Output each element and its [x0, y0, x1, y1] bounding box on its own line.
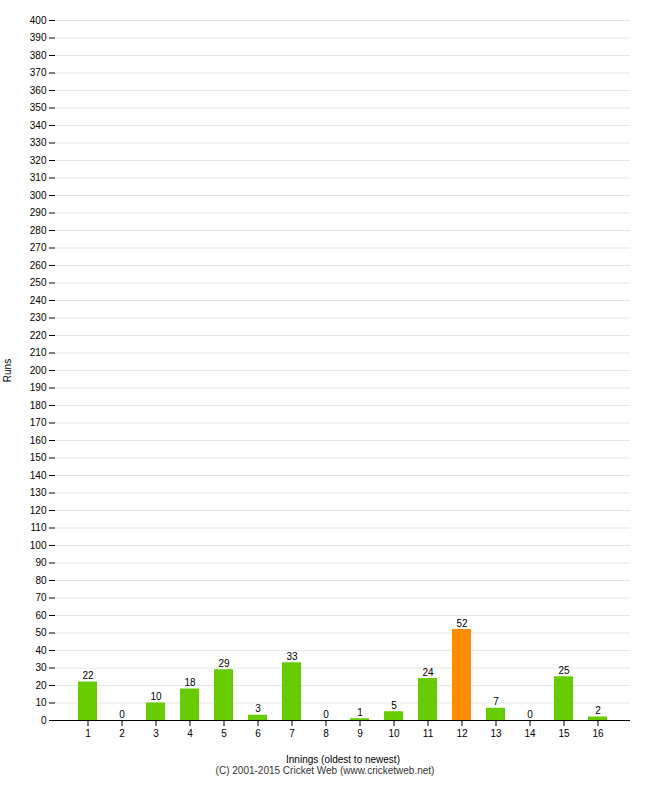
svg-text:8: 8 — [323, 728, 329, 739]
svg-text:150: 150 — [30, 452, 47, 463]
svg-text:130: 130 — [30, 487, 47, 498]
svg-text:170: 170 — [30, 417, 47, 428]
svg-text:380: 380 — [30, 50, 47, 61]
svg-text:20: 20 — [35, 680, 47, 691]
svg-text:9: 9 — [357, 728, 363, 739]
svg-text:11: 11 — [423, 728, 434, 739]
svg-text:Innings (oldest to newest): Innings (oldest to newest) — [286, 754, 400, 765]
svg-text:400: 400 — [30, 15, 47, 26]
svg-text:290: 290 — [30, 207, 47, 218]
svg-text:240: 240 — [30, 295, 47, 306]
svg-text:90: 90 — [35, 557, 47, 568]
svg-text:230: 230 — [30, 312, 47, 323]
svg-text:7: 7 — [289, 728, 295, 739]
svg-text:1: 1 — [357, 707, 363, 718]
svg-text:310: 310 — [30, 172, 47, 183]
svg-text:5: 5 — [221, 728, 227, 739]
svg-text:210: 210 — [30, 347, 47, 358]
svg-text:270: 270 — [30, 242, 47, 253]
svg-text:140: 140 — [30, 470, 47, 481]
svg-text:350: 350 — [30, 102, 47, 113]
svg-text:2: 2 — [595, 705, 601, 716]
svg-text:260: 260 — [30, 260, 47, 271]
svg-text:220: 220 — [30, 330, 47, 341]
svg-text:2: 2 — [119, 728, 125, 739]
svg-text:320: 320 — [30, 155, 47, 166]
svg-text:160: 160 — [30, 435, 47, 446]
svg-text:10: 10 — [35, 697, 47, 708]
html-text:(C) 2001-2015 Cricket Web (www: (C) 2001-2015 Cricket Web (www.cricketwe… — [215, 765, 435, 776]
svg-text:5: 5 — [391, 700, 397, 711]
svg-text:3: 3 — [255, 703, 261, 714]
svg-text:3: 3 — [153, 728, 159, 739]
svg-text:180: 180 — [30, 400, 47, 411]
svg-text:16: 16 — [592, 728, 604, 739]
svg-text:10: 10 — [388, 728, 400, 739]
svg-text:330: 330 — [30, 137, 47, 148]
svg-text:190: 190 — [30, 382, 47, 393]
svg-text:22: 22 — [82, 670, 94, 681]
svg-text:70: 70 — [35, 592, 47, 603]
svg-text:40: 40 — [35, 645, 47, 656]
svg-text:24: 24 — [422, 667, 434, 678]
svg-text:80: 80 — [35, 575, 47, 586]
svg-text:390: 390 — [30, 32, 47, 43]
svg-text:200: 200 — [30, 365, 47, 376]
svg-text:30: 30 — [35, 662, 47, 673]
svg-text:14: 14 — [524, 728, 536, 739]
svg-text:280: 280 — [30, 225, 47, 236]
svg-text:100: 100 — [30, 540, 47, 551]
svg-text:250: 250 — [30, 277, 47, 288]
svg-text:50: 50 — [35, 627, 47, 638]
svg-text:12: 12 — [456, 728, 468, 739]
svg-text:360: 360 — [30, 85, 47, 96]
svg-text:18: 18 — [184, 677, 196, 688]
svg-text:0: 0 — [323, 709, 329, 720]
svg-text:0: 0 — [527, 709, 533, 720]
svg-text:6: 6 — [255, 728, 261, 739]
svg-text:340: 340 — [30, 120, 47, 131]
svg-text:29: 29 — [218, 658, 230, 669]
svg-text:25: 25 — [558, 665, 570, 676]
svg-text:370: 370 — [30, 67, 47, 78]
svg-text:52: 52 — [456, 618, 468, 629]
svg-text:13: 13 — [490, 728, 502, 739]
svg-text:0: 0 — [41, 715, 47, 726]
svg-text:60: 60 — [35, 610, 47, 621]
svg-text:0: 0 — [119, 709, 125, 720]
svg-text:4: 4 — [187, 728, 193, 739]
svg-text:300: 300 — [30, 190, 47, 201]
svg-text:33: 33 — [286, 651, 298, 662]
svg-text:7: 7 — [493, 696, 499, 707]
svg-text:15: 15 — [558, 728, 570, 739]
svg-text:10: 10 — [150, 691, 162, 702]
svg-text:1: 1 — [85, 728, 91, 739]
svg-text:110: 110 — [31, 522, 47, 533]
svg-text:Runs: Runs — [2, 359, 13, 382]
svg-text:120: 120 — [30, 505, 47, 516]
